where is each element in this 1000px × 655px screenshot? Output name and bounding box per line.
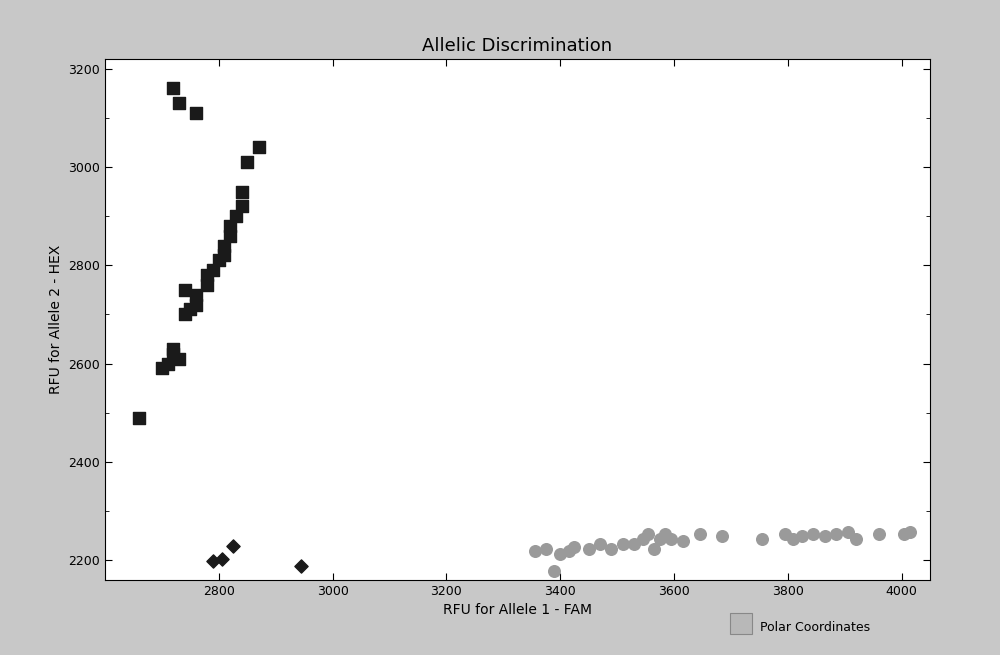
- Point: [188, 299, 204, 310]
- Title: Allelic Discrimination: Allelic Discrimination: [422, 37, 613, 54]
- Point: [663, 534, 679, 545]
- Point: [251, 142, 267, 153]
- Point: [626, 539, 642, 550]
- Point: [896, 529, 912, 540]
- Point: [199, 280, 215, 290]
- Point: [188, 290, 204, 300]
- X-axis label: RFU for Allele 1 - FAM: RFU for Allele 1 - FAM: [443, 603, 592, 617]
- Point: [131, 413, 147, 423]
- Point: [225, 541, 241, 552]
- Point: [828, 529, 844, 540]
- Point: [581, 544, 597, 554]
- Point: [902, 527, 918, 537]
- Point: [239, 157, 255, 167]
- Point: [214, 554, 230, 565]
- Point: [160, 358, 176, 369]
- Point: [165, 344, 181, 354]
- Point: [234, 201, 250, 212]
- Point: [177, 285, 193, 295]
- Point: [154, 363, 170, 373]
- Point: [640, 529, 656, 540]
- Point: [205, 265, 221, 275]
- Point: [199, 270, 215, 280]
- Y-axis label: RFU for Allele 2 - HEX: RFU for Allele 2 - HEX: [49, 245, 63, 394]
- Point: [165, 348, 181, 359]
- Point: [848, 534, 864, 545]
- Point: [552, 549, 568, 559]
- Point: [293, 561, 309, 571]
- Point: [785, 534, 801, 545]
- Point: [840, 527, 856, 537]
- Point: [182, 304, 198, 314]
- Point: [592, 539, 608, 550]
- Point: [561, 546, 577, 557]
- Point: [228, 211, 244, 221]
- Point: [177, 309, 193, 320]
- Point: [675, 536, 691, 547]
- Point: [566, 542, 582, 553]
- Point: [777, 529, 793, 540]
- Point: [646, 544, 662, 554]
- Point: [871, 529, 887, 540]
- Point: [216, 250, 232, 261]
- Point: [714, 531, 730, 542]
- Point: [205, 555, 221, 566]
- Point: [635, 534, 651, 545]
- Point: [652, 534, 668, 545]
- Point: [603, 544, 619, 554]
- Point: [165, 83, 181, 94]
- Point: [216, 240, 232, 251]
- Point: [222, 231, 238, 241]
- Point: [527, 546, 543, 557]
- Point: [794, 531, 810, 542]
- Point: [754, 534, 770, 545]
- Point: [692, 529, 708, 540]
- Point: [657, 529, 673, 540]
- Point: [546, 565, 562, 576]
- Point: [222, 221, 238, 231]
- Point: [234, 187, 250, 197]
- Point: [805, 529, 821, 540]
- Point: [171, 98, 187, 109]
- Point: [615, 539, 631, 550]
- Point: [817, 531, 833, 542]
- Point: [538, 544, 554, 554]
- Point: [211, 255, 227, 266]
- Point: [188, 107, 204, 118]
- Point: [171, 353, 187, 364]
- Text: Polar Coordinates: Polar Coordinates: [760, 621, 870, 634]
